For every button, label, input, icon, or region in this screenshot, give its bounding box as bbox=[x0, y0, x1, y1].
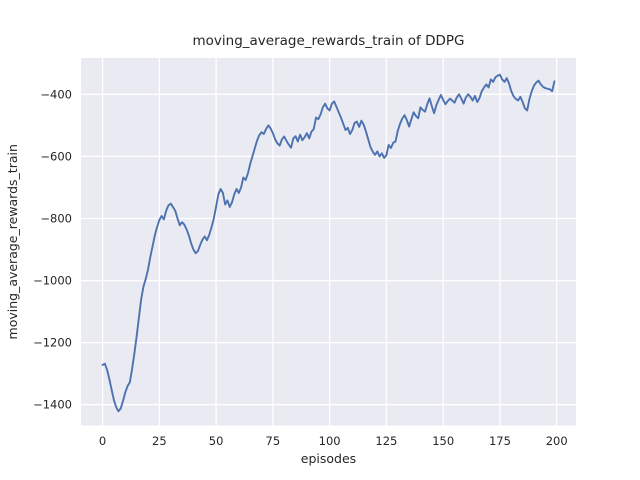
axes-background-layer bbox=[81, 58, 576, 426]
axes-background bbox=[81, 58, 576, 426]
y-tick-label--1000: −1000 bbox=[33, 274, 72, 288]
tick-label-layer: 0 25 50 75 100 125 150 175 200 −1400 −1200 −1000 −80… bbox=[33, 87, 568, 448]
x-axis-label: episodes bbox=[301, 451, 356, 466]
x-tick-label-100: 100 bbox=[319, 434, 341, 448]
x-tick-label-0: 0 bbox=[99, 434, 106, 448]
y-tick-label--800: −800 bbox=[40, 211, 72, 225]
chart-title: moving_average_rewards_train of DDPG bbox=[193, 33, 465, 49]
x-tick-label-200: 200 bbox=[546, 434, 568, 448]
y-tick-label--600: −600 bbox=[40, 149, 72, 163]
grid-layer bbox=[81, 58, 576, 426]
y-tick-label--1200: −1200 bbox=[33, 336, 72, 350]
x-tick-label-125: 125 bbox=[375, 434, 397, 448]
series-line-moving_average_rewards_train bbox=[101, 73, 556, 413]
x-tick-label-25: 25 bbox=[152, 434, 167, 448]
x-tick-label-50: 50 bbox=[209, 434, 224, 448]
x-tick-label-150: 150 bbox=[432, 434, 454, 448]
x-tick-label-175: 175 bbox=[489, 434, 511, 448]
y-axis-label: moving_average_rewards_train bbox=[5, 144, 20, 339]
x-tick-label-75: 75 bbox=[266, 434, 281, 448]
y-tick-label--400: −400 bbox=[40, 87, 72, 101]
series-layer bbox=[101, 73, 556, 413]
y-tick-label--1400: −1400 bbox=[33, 398, 72, 412]
